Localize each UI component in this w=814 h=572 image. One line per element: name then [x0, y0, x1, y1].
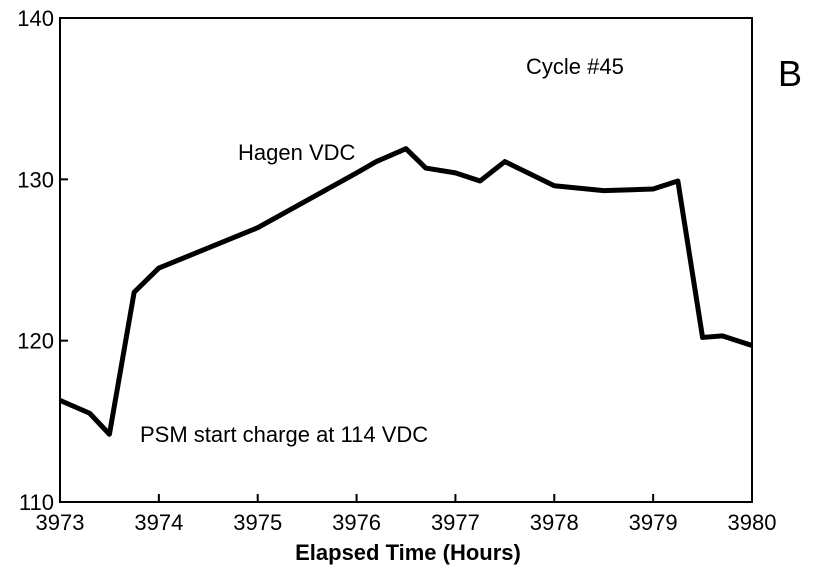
plot-frame [59, 17, 753, 503]
annotation: Hagen VDC [238, 140, 356, 165]
x-tick-label: 3977 [431, 510, 480, 535]
x-tick-label: 3975 [233, 510, 282, 535]
x-axis-label: Elapsed Time (Hours) [295, 540, 521, 565]
y-tick-label: 110 [19, 490, 54, 515]
y-tick-label: 140 [17, 6, 54, 31]
y-tick-label: 120 [17, 329, 54, 354]
x-tick-label: 3974 [134, 510, 183, 535]
x-tick-label: 3979 [629, 510, 678, 535]
panel-label: B [778, 53, 802, 94]
annotation: Cycle #45 [526, 54, 624, 79]
annotation: PSM start charge at 114 VDC [140, 422, 428, 447]
x-tick-label: 3980 [728, 510, 777, 535]
y-tick-label: 130 [17, 167, 54, 192]
data-line [59, 146, 753, 437]
x-tick-label: 3978 [530, 510, 579, 535]
x-tick-label: 3976 [332, 510, 381, 535]
x-tick-label: 3973 [36, 510, 85, 535]
